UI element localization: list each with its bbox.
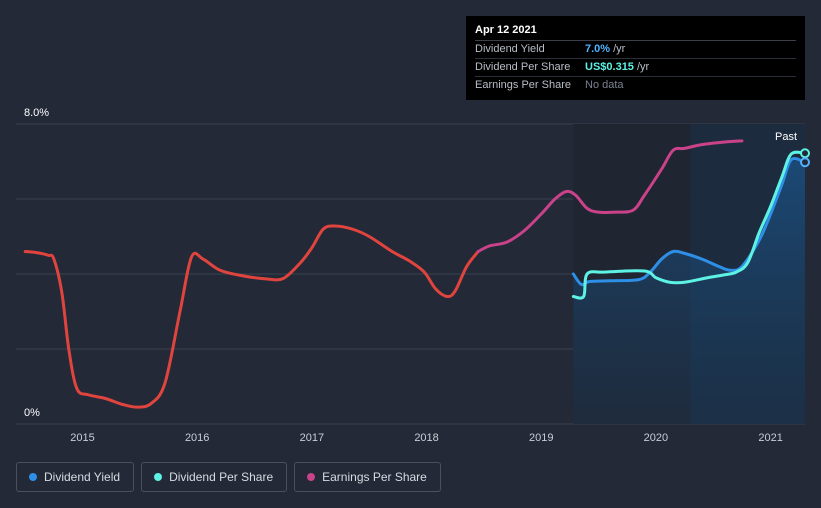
tooltip-value: US$0.315	[585, 61, 634, 73]
x-tick-label: 2020	[644, 432, 668, 444]
tooltip-date: Apr 12 2021	[475, 24, 796, 41]
dividend-yield-end-marker	[800, 157, 810, 168]
dividend-per-share-line	[571, 150, 807, 300]
earnings-per-share-red-segment-line	[23, 224, 480, 409]
x-tick-label: 2016	[185, 432, 209, 444]
tooltip-label: Dividend Per Share	[475, 61, 571, 73]
tooltip-unit: /yr	[613, 43, 626, 55]
tooltip-value: No data	[585, 79, 624, 91]
legend-item-dividend-per-share[interactable]: Dividend Per Share	[141, 462, 288, 492]
earnings-per-share-line	[476, 139, 744, 253]
legend-label: Dividend Yield	[44, 470, 121, 484]
tooltip-row-dividend-per-share: Dividend Per Share US$0.315 /yr	[475, 59, 796, 77]
tooltip-label: Earnings Per Share	[475, 79, 571, 91]
legend-item-dividend-yield[interactable]: Dividend Yield	[16, 462, 135, 492]
tooltip-row-earnings-per-share: Earnings Per Share No data	[475, 77, 796, 94]
x-tick-label: 2021	[758, 432, 782, 444]
dividend-per-share-end-marker	[800, 148, 810, 159]
legend-dot-icon	[307, 473, 316, 481]
tooltip-row-dividend-yield: Dividend Yield 7.0% /yr	[475, 41, 796, 59]
tooltip-unit: /yr	[636, 61, 650, 73]
x-tick-label: 2015	[70, 432, 94, 444]
y-axis-max-label: 8.0%	[24, 107, 49, 119]
dividend-yield-line	[571, 156, 807, 287]
tooltip-panel: Apr 12 2021 Dividend Yield 7.0% /yr Divi…	[466, 16, 805, 100]
legend-dot-icon	[154, 473, 163, 481]
dividend-yield-area	[573, 159, 805, 424]
tooltip-value: 7.0%	[585, 43, 611, 55]
x-tick-label: 2018	[414, 432, 438, 444]
legend-label: Earnings Per Share	[322, 470, 427, 484]
y-axis-min-label: 0%	[24, 407, 40, 419]
legend: Dividend Yield Dividend Per Share Earnin…	[16, 462, 441, 492]
x-tick-label: 2017	[300, 432, 324, 444]
tooltip-label: Dividend Yield	[475, 43, 545, 55]
past-label: Past	[775, 131, 797, 143]
legend-dot-icon	[29, 473, 37, 481]
legend-item-earnings-per-share[interactable]: Earnings Per Share	[294, 462, 441, 492]
x-tick-label: 2019	[529, 432, 553, 444]
legend-label: Dividend Per Share	[169, 470, 274, 484]
